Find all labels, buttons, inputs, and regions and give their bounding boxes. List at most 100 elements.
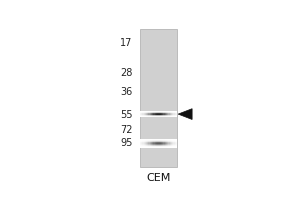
Bar: [175, 112, 176, 113]
Bar: [150, 111, 151, 112]
Bar: [160, 146, 161, 147]
Bar: [157, 112, 158, 113]
Bar: [147, 147, 148, 148]
Bar: [165, 147, 166, 148]
Bar: [157, 114, 158, 115]
Bar: [151, 140, 152, 141]
Bar: [176, 111, 177, 112]
Bar: [148, 142, 150, 143]
Bar: [147, 140, 148, 141]
Bar: [155, 114, 156, 115]
Bar: [142, 140, 143, 141]
Text: 36: 36: [121, 87, 133, 97]
Bar: [158, 116, 160, 117]
Bar: [175, 142, 176, 143]
Bar: [158, 112, 160, 113]
Bar: [146, 147, 147, 148]
Text: 55: 55: [120, 110, 133, 120]
Bar: [150, 147, 151, 148]
Bar: [153, 147, 155, 148]
Bar: [140, 111, 141, 112]
Bar: [164, 139, 165, 140]
Bar: [152, 140, 153, 141]
Bar: [147, 115, 148, 116]
Bar: [146, 141, 147, 142]
Bar: [162, 143, 164, 144]
Bar: [146, 112, 147, 113]
Bar: [152, 144, 153, 145]
Bar: [176, 112, 177, 113]
Bar: [158, 144, 160, 145]
Bar: [150, 115, 151, 116]
Bar: [145, 143, 146, 144]
Bar: [147, 111, 148, 112]
Bar: [176, 146, 177, 147]
Bar: [169, 147, 171, 148]
Bar: [148, 139, 150, 140]
Bar: [176, 147, 177, 148]
Bar: [168, 142, 169, 143]
Bar: [169, 146, 171, 147]
Bar: [168, 116, 169, 117]
Bar: [146, 111, 147, 112]
Bar: [171, 146, 172, 147]
Bar: [173, 143, 175, 144]
Bar: [167, 139, 168, 140]
Bar: [171, 140, 172, 141]
Bar: [160, 113, 161, 114]
Bar: [172, 140, 173, 141]
Bar: [155, 116, 156, 117]
Bar: [153, 143, 155, 144]
Bar: [169, 111, 171, 112]
Bar: [167, 145, 168, 146]
Bar: [152, 114, 153, 115]
Bar: [142, 146, 143, 147]
Bar: [142, 143, 143, 144]
Bar: [148, 113, 150, 114]
Bar: [161, 144, 162, 145]
Bar: [151, 139, 152, 140]
Bar: [150, 114, 151, 115]
Bar: [165, 116, 166, 117]
Bar: [140, 146, 141, 147]
Bar: [169, 141, 171, 142]
Bar: [140, 142, 141, 143]
Bar: [164, 115, 165, 116]
Bar: [173, 141, 175, 142]
Bar: [145, 146, 146, 147]
Bar: [143, 145, 145, 146]
Bar: [162, 115, 164, 116]
Bar: [175, 145, 176, 146]
Bar: [150, 141, 151, 142]
Bar: [151, 141, 152, 142]
Bar: [140, 145, 141, 146]
Bar: [145, 144, 146, 145]
Bar: [153, 114, 155, 115]
Bar: [152, 139, 153, 140]
Bar: [175, 116, 176, 117]
Bar: [156, 115, 157, 116]
Bar: [150, 139, 151, 140]
Bar: [162, 147, 164, 148]
Bar: [167, 112, 168, 113]
Bar: [157, 144, 158, 145]
Bar: [143, 142, 145, 143]
Bar: [145, 141, 146, 142]
Bar: [161, 141, 162, 142]
Bar: [141, 140, 142, 141]
Bar: [168, 146, 169, 147]
Bar: [164, 147, 165, 148]
Bar: [152, 146, 153, 147]
Polygon shape: [178, 109, 192, 119]
Bar: [169, 115, 171, 116]
Bar: [166, 147, 167, 148]
Bar: [143, 147, 145, 148]
Bar: [152, 141, 153, 142]
Bar: [172, 141, 173, 142]
Bar: [162, 146, 164, 147]
Bar: [173, 145, 175, 146]
Bar: [172, 116, 173, 117]
Bar: [143, 113, 145, 114]
Text: 17: 17: [120, 38, 133, 48]
Bar: [153, 144, 155, 145]
